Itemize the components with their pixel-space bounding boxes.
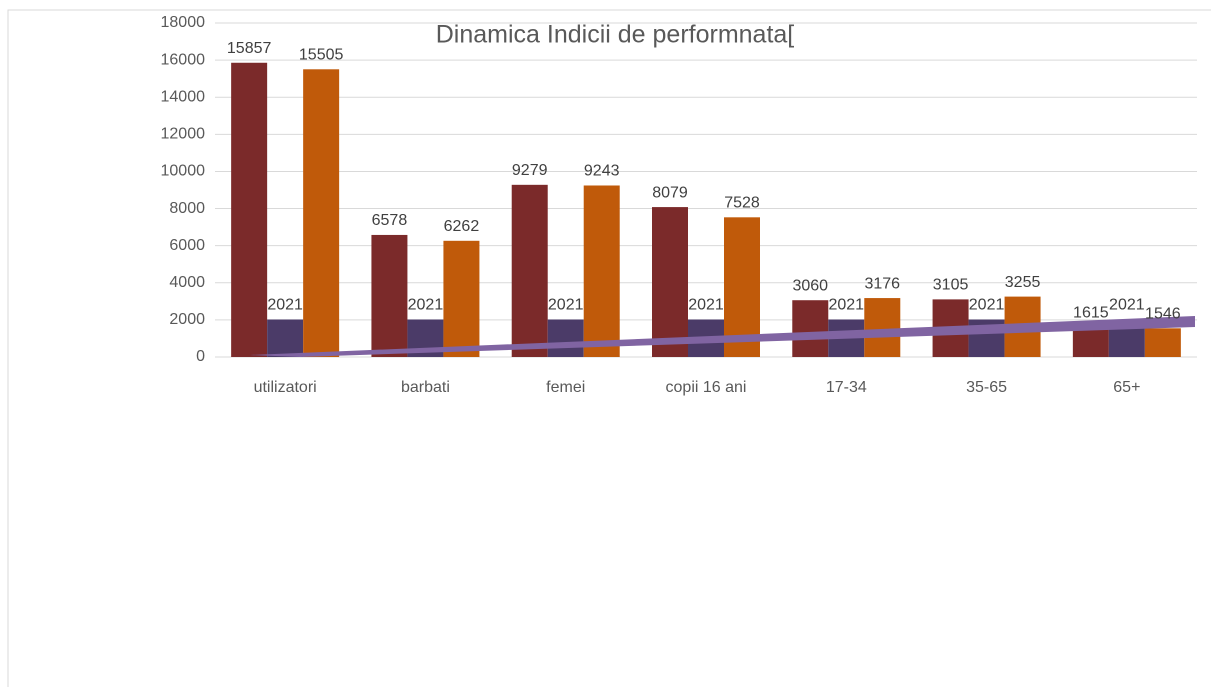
data-label: 2021: [828, 297, 864, 314]
data-label: 1615: [1073, 304, 1109, 321]
data-label: 15857: [227, 40, 272, 57]
y-tick-label: 8000: [169, 200, 205, 217]
y-tick-label: 0: [196, 348, 205, 365]
data-label: 2021: [548, 297, 584, 314]
trend-band: [250, 316, 1195, 357]
y-tick-label: 2000: [169, 311, 205, 328]
bar: [792, 300, 829, 357]
bar: [724, 217, 760, 357]
data-label: 2021: [1109, 297, 1145, 314]
data-label: 9279: [512, 162, 548, 179]
x-tick-label: 65+: [1113, 379, 1140, 396]
bar: [1072, 327, 1109, 357]
data-label: 9243: [584, 163, 620, 180]
y-tick-label: 4000: [169, 274, 205, 291]
y-tick-label: 16000: [161, 51, 206, 68]
x-tick-label: utilizatori: [254, 379, 317, 396]
data-label: 3105: [933, 277, 969, 294]
bar: [583, 185, 620, 357]
data-label: 1546: [1145, 306, 1181, 323]
x-tick-label: 17-34: [826, 379, 867, 396]
data-label: 15505: [299, 47, 344, 64]
y-tick-label: 18000: [161, 14, 206, 31]
bar: [443, 240, 480, 357]
bar: [547, 319, 584, 357]
x-tick-label: femei: [546, 379, 585, 396]
data-label: 3060: [792, 277, 828, 294]
bar: [303, 69, 340, 357]
data-label: 3255: [1005, 274, 1041, 291]
data-label: 6262: [444, 218, 480, 235]
data-label: 2021: [688, 297, 724, 314]
x-tick-label: copii 16 ani: [666, 379, 747, 396]
y-tick-label: 14000: [161, 88, 206, 105]
y-tick-label: 6000: [169, 237, 205, 254]
data-label: 8079: [652, 184, 688, 201]
bar: [652, 207, 688, 357]
data-label: 2021: [408, 297, 444, 314]
bar: [267, 319, 304, 357]
bar: [1144, 328, 1181, 357]
x-tick-label: barbati: [401, 379, 450, 396]
y-tick-label: 12000: [161, 126, 206, 143]
data-label: 6578: [372, 212, 408, 229]
data-label: 7528: [724, 195, 760, 212]
bar: [511, 184, 548, 357]
bar: [231, 62, 268, 357]
bar: [864, 298, 901, 357]
chart-title: Dinamica Indicii de performnata[: [436, 21, 795, 49]
data-label: 2021: [267, 297, 303, 314]
data-label: 3176: [864, 275, 900, 292]
x-tick-label: 35-65: [966, 379, 1007, 396]
y-tick-label: 10000: [161, 163, 206, 180]
bar: [371, 234, 408, 357]
data-label: 2021: [969, 297, 1005, 314]
